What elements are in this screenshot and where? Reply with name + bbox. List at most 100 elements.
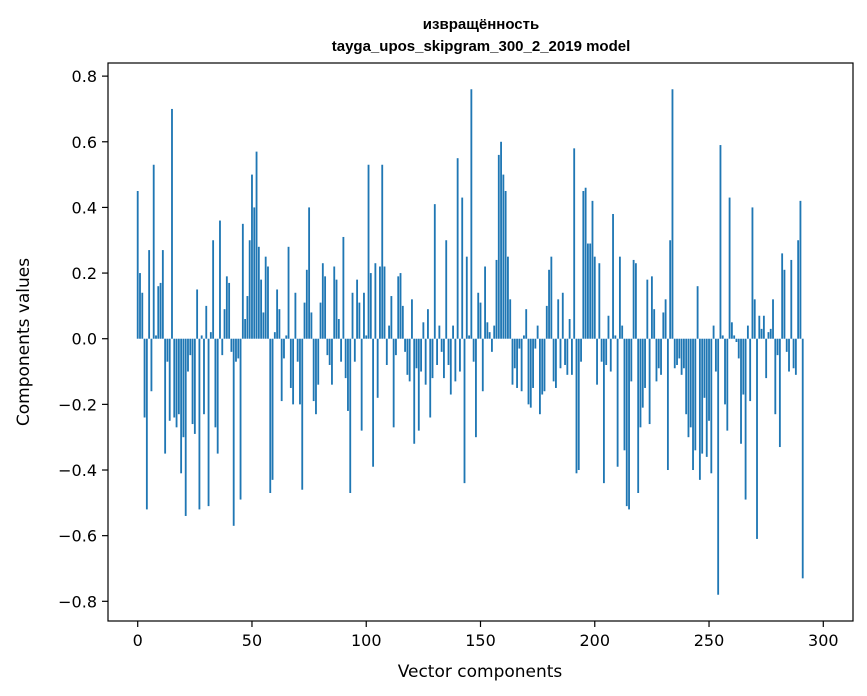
bar [577, 338, 580, 471]
bar [646, 279, 649, 339]
bar [459, 338, 461, 372]
bar [664, 299, 667, 339]
bar [575, 338, 578, 474]
bar [680, 338, 683, 375]
bar [198, 338, 201, 510]
bar [347, 338, 349, 411]
bar [564, 338, 566, 365]
y-tick-label: 0.8 [72, 67, 97, 86]
bar [363, 292, 365, 339]
bar [751, 207, 754, 339]
bar [516, 338, 518, 388]
bar [468, 335, 470, 339]
bar [529, 338, 532, 408]
bar [413, 338, 416, 444]
bar [177, 338, 180, 415]
bar [495, 259, 498, 339]
bar [721, 335, 724, 339]
bar [662, 312, 665, 339]
bar [472, 338, 475, 362]
bar [324, 276, 327, 339]
bar [781, 253, 784, 339]
y-axis-label: Components values [14, 258, 34, 426]
bar [470, 89, 473, 339]
bar [717, 338, 720, 595]
bar [454, 338, 457, 382]
bar [171, 108, 173, 339]
bar [769, 328, 772, 339]
chart-title-line2: tayga_upos_skipgram_300_2_2019 model [332, 38, 631, 55]
bar [568, 319, 571, 339]
bar [267, 266, 269, 339]
bar [509, 299, 512, 339]
bar [614, 335, 617, 339]
bar [621, 325, 624, 339]
bar [714, 338, 717, 372]
bar [461, 197, 464, 339]
bar [335, 279, 338, 339]
x-tick-label: 250 [694, 631, 725, 650]
bar [161, 250, 164, 339]
bar [383, 266, 386, 339]
bar [395, 338, 397, 356]
bar [187, 338, 189, 372]
y-tick-label: −0.8 [58, 592, 97, 611]
bar [488, 332, 491, 339]
bar [465, 256, 468, 339]
bar [589, 243, 592, 339]
bar [609, 338, 612, 372]
bar [523, 335, 525, 339]
bar [596, 338, 598, 385]
bar [772, 299, 774, 339]
bar [223, 309, 226, 339]
bar [534, 338, 537, 349]
bar [767, 332, 770, 339]
bar [216, 338, 219, 454]
bar [598, 263, 601, 339]
bar [390, 296, 393, 339]
bar [511, 338, 514, 385]
bar [628, 338, 630, 510]
chart-title-line1: извращённость [423, 16, 539, 33]
bar [481, 338, 484, 392]
bar [685, 338, 688, 415]
y-tick-label: −0.4 [58, 461, 97, 480]
bar [356, 279, 359, 339]
y-tick-label: 0.0 [72, 330, 97, 349]
bar [262, 312, 265, 339]
bar [365, 335, 368, 339]
bar [740, 338, 742, 444]
bar [760, 328, 763, 339]
bar [548, 269, 550, 339]
bar [196, 289, 199, 339]
bar [607, 315, 610, 339]
bar [708, 338, 710, 421]
bar [525, 309, 528, 339]
bar [166, 338, 169, 362]
bar [484, 266, 486, 339]
bar [539, 338, 541, 415]
bar [552, 338, 555, 382]
bar [504, 191, 507, 339]
bar [315, 338, 317, 415]
bar [778, 338, 781, 448]
bar [566, 338, 569, 375]
bar [493, 325, 496, 339]
bar [207, 338, 210, 507]
bar [765, 338, 768, 379]
bar [415, 338, 418, 369]
bar [299, 338, 301, 405]
bar [630, 338, 633, 382]
bar [285, 335, 288, 339]
bar [735, 338, 738, 342]
bar [616, 338, 619, 467]
bar [248, 240, 251, 339]
bar [744, 338, 747, 500]
bar [507, 256, 509, 339]
bar [225, 276, 228, 339]
bar [431, 338, 434, 379]
bar [543, 338, 546, 392]
bar [705, 338, 708, 457]
bar [328, 338, 331, 365]
